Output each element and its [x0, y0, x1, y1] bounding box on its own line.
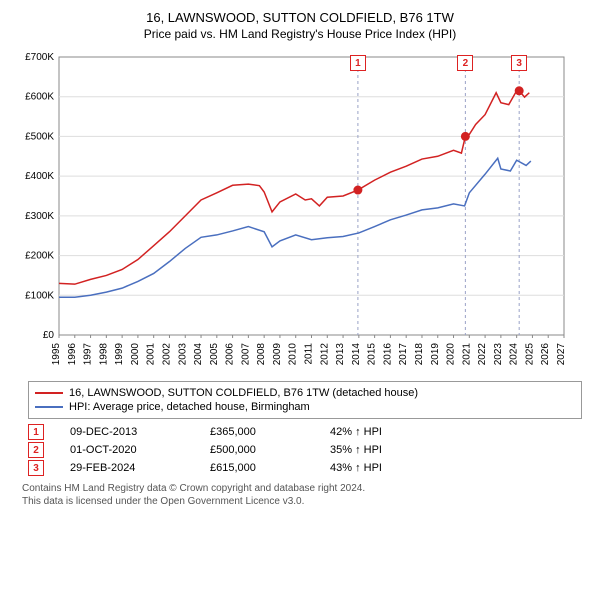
sales-delta: 35% ↑ HPI	[330, 444, 382, 456]
sales-row: 1 09-DEC-2013£365,00042% ↑ HPI	[28, 423, 568, 441]
svg-text:2019: 2019	[430, 343, 441, 366]
legend-swatch	[35, 392, 63, 394]
page-title: 16, LAWNSWOOD, SUTTON COLDFIELD, B76 1TW	[14, 10, 586, 25]
svg-text:2021: 2021	[461, 343, 472, 366]
legend-item: HPI: Average price, detached house, Birm…	[35, 400, 575, 414]
svg-text:2015: 2015	[367, 343, 378, 366]
svg-text:2001: 2001	[146, 343, 157, 366]
svg-text:2017: 2017	[398, 343, 409, 366]
svg-text:2025: 2025	[524, 343, 535, 366]
svg-text:£500K: £500K	[25, 131, 54, 142]
svg-text:2018: 2018	[414, 343, 425, 366]
svg-text:2009: 2009	[272, 343, 283, 366]
svg-text:2016: 2016	[382, 343, 393, 366]
sales-table: 1 09-DEC-2013£365,00042% ↑ HPI 2 01-OCT-202…	[28, 423, 568, 477]
footer-line1: Contains HM Land Registry data © Crown c…	[22, 483, 582, 496]
sales-badge: 3	[28, 460, 44, 476]
svg-text:2011: 2011	[304, 343, 315, 365]
svg-text:2026: 2026	[540, 343, 551, 366]
sales-delta: 43% ↑ HPI	[330, 462, 382, 474]
svg-text:2007: 2007	[240, 343, 251, 366]
svg-text:2022: 2022	[477, 343, 488, 366]
sales-badge: 1	[28, 424, 44, 440]
svg-text:£0: £0	[43, 330, 55, 341]
svg-text:£700K: £700K	[25, 52, 54, 63]
svg-text:2002: 2002	[161, 343, 172, 366]
svg-text:2006: 2006	[225, 343, 236, 366]
svg-text:2024: 2024	[509, 343, 520, 366]
svg-text:2008: 2008	[256, 343, 267, 366]
svg-text:2003: 2003	[177, 343, 188, 366]
sale-marker-label: 3	[511, 55, 527, 71]
svg-text:£100K: £100K	[25, 290, 54, 301]
svg-text:£300K: £300K	[25, 211, 54, 222]
svg-text:2004: 2004	[193, 343, 204, 366]
sales-row: 2 01-OCT-2020£500,00035% ↑ HPI	[28, 441, 568, 459]
svg-text:1998: 1998	[98, 343, 109, 366]
sales-price: £365,000	[210, 426, 330, 438]
legend: 16, LAWNSWOOD, SUTTON COLDFIELD, B76 1TW…	[28, 381, 582, 419]
svg-text:1997: 1997	[83, 343, 94, 366]
svg-text:2005: 2005	[209, 343, 220, 366]
sales-price: £615,000	[210, 462, 330, 474]
sales-date: 09-DEC-2013	[70, 426, 210, 438]
svg-text:£200K: £200K	[25, 251, 54, 262]
svg-text:1996: 1996	[67, 343, 78, 366]
svg-text:2023: 2023	[493, 343, 504, 366]
sale-marker-label: 1	[350, 55, 366, 71]
chart-svg: £0 £100K £200K £300K £400K £500K £600K £700K 199…	[14, 47, 574, 377]
svg-text:2012: 2012	[319, 343, 330, 366]
legend-label: 16, LAWNSWOOD, SUTTON COLDFIELD, B76 1TW…	[69, 387, 418, 399]
sales-date: 01-OCT-2020	[70, 444, 210, 456]
svg-text:2020: 2020	[446, 343, 457, 366]
legend-item: 16, LAWNSWOOD, SUTTON COLDFIELD, B76 1TW…	[35, 386, 575, 400]
svg-text:2013: 2013	[335, 343, 346, 366]
footer: Contains HM Land Registry data © Crown c…	[22, 483, 582, 508]
footer-line2: This data is licensed under the Open Gov…	[22, 496, 582, 509]
sales-badge: 2	[28, 442, 44, 458]
legend-label: HPI: Average price, detached house, Birm…	[69, 401, 310, 413]
svg-text:2014: 2014	[351, 343, 362, 366]
sales-date: 29-FEB-2024	[70, 462, 210, 474]
chart-outer: £0 £100K £200K £300K £400K £500K £600K £700K 199…	[14, 47, 586, 377]
sales-row: 3 29-FEB-2024£615,00043% ↑ HPI	[28, 459, 568, 477]
sales-price: £500,000	[210, 444, 330, 456]
chart: £0 £100K £200K £300K £400K £500K £600K £700K 199…	[14, 47, 586, 377]
svg-text:1999: 1999	[114, 343, 125, 366]
svg-text:2010: 2010	[288, 343, 299, 366]
chart-card: 16, LAWNSWOOD, SUTTON COLDFIELD, B76 1TW…	[0, 0, 600, 590]
svg-text:2000: 2000	[130, 343, 141, 366]
legend-swatch	[35, 406, 63, 408]
page-subtitle: Price paid vs. HM Land Registry's House …	[14, 27, 586, 41]
svg-text:£600K: £600K	[25, 92, 54, 103]
sale-marker-label: 2	[457, 55, 473, 71]
svg-text:£400K: £400K	[25, 171, 54, 182]
svg-text:2027: 2027	[556, 343, 567, 366]
svg-text:1995: 1995	[51, 343, 62, 366]
sales-delta: 42% ↑ HPI	[330, 426, 382, 438]
